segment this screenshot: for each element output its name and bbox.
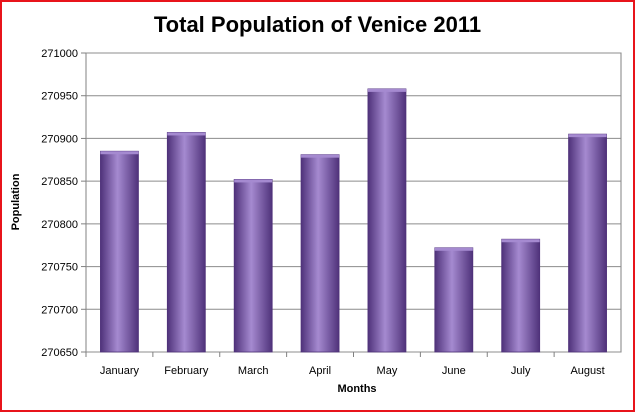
plot-area-border [85,52,622,353]
y-tick-label: 270650 [41,347,78,359]
y-tick-label: 270850 [41,176,78,188]
bar-june [434,247,474,353]
y-tick-label: 270700 [41,304,78,316]
x-tick-label: June [442,365,466,377]
x-tick-label: July [511,365,531,377]
x-tick-label: January [100,365,140,377]
bar-cap-february [167,132,206,136]
bar-may [367,88,407,353]
x-tick-label: April [309,365,331,377]
bar-cap-january [100,151,139,155]
bar-cap-june [434,247,473,251]
x-tick-label: August [570,365,604,377]
y-tick-label: 271000 [41,48,78,60]
bar-july [501,238,541,353]
bar-august [568,133,607,353]
y-tick-label: 270900 [41,133,78,145]
bar-february [166,132,206,353]
bar-cap-august [568,134,607,138]
x-tick-label: March [238,365,269,377]
bar-cap-july [501,239,540,243]
bar-january [100,150,139,353]
x-tick-label: February [164,365,209,377]
y-tick-label: 270950 [41,91,78,103]
x-tick-label: May [377,365,398,377]
bar-april [300,154,340,353]
bar-cap-april [301,154,340,158]
x-axis-title: Months [337,383,377,395]
bar-cap-march [234,179,273,183]
chart-title: Total Population of Venice 2011 [153,12,482,37]
y-tick-label: 270800 [41,219,78,231]
bar-cap-may [367,88,406,92]
bar-march [233,179,273,353]
y-tick-label: 270750 [41,262,78,274]
